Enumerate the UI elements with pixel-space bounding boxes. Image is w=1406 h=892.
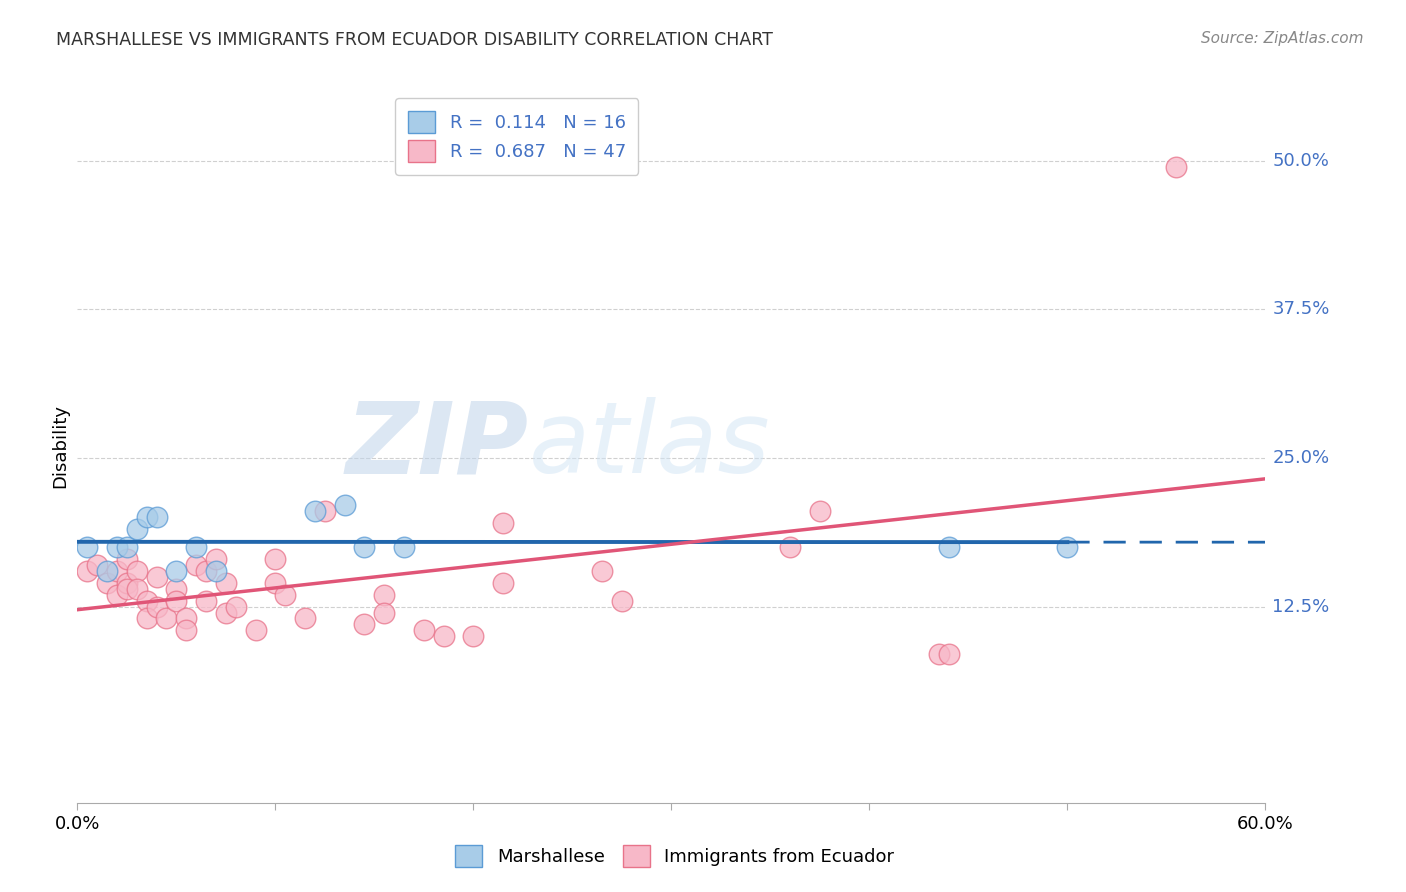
Point xyxy=(353,540,375,554)
Point xyxy=(145,599,167,614)
Point xyxy=(96,575,118,590)
Point xyxy=(76,564,98,578)
Point xyxy=(115,552,138,566)
Point xyxy=(1056,540,1078,554)
Point xyxy=(195,593,218,607)
Point xyxy=(264,552,287,566)
Point xyxy=(115,575,138,590)
Point xyxy=(174,611,197,625)
Point xyxy=(392,540,415,554)
Point xyxy=(195,564,218,578)
Point xyxy=(373,606,395,620)
Point xyxy=(135,593,157,607)
Point xyxy=(492,516,515,531)
Point xyxy=(314,504,336,518)
Point xyxy=(135,510,157,524)
Point xyxy=(294,611,316,625)
Legend: Marshallese, Immigrants from Ecuador: Marshallese, Immigrants from Ecuador xyxy=(449,838,901,874)
Point xyxy=(205,564,228,578)
Point xyxy=(105,564,128,578)
Point xyxy=(105,588,128,602)
Point xyxy=(928,647,950,661)
Point xyxy=(105,540,128,554)
Point xyxy=(186,540,208,554)
Point xyxy=(145,510,167,524)
Point xyxy=(938,540,960,554)
Point xyxy=(165,593,187,607)
Point xyxy=(412,624,434,638)
Text: 25.0%: 25.0% xyxy=(1272,449,1330,467)
Point xyxy=(373,588,395,602)
Text: Source: ZipAtlas.com: Source: ZipAtlas.com xyxy=(1201,31,1364,46)
Point xyxy=(165,564,187,578)
Text: 12.5%: 12.5% xyxy=(1272,598,1330,615)
Point xyxy=(591,564,613,578)
Point xyxy=(76,540,98,554)
Point xyxy=(492,575,515,590)
Point xyxy=(174,624,197,638)
Point xyxy=(125,564,148,578)
Point xyxy=(274,588,297,602)
Point xyxy=(333,499,356,513)
Text: MARSHALLESE VS IMMIGRANTS FROM ECUADOR DISABILITY CORRELATION CHART: MARSHALLESE VS IMMIGRANTS FROM ECUADOR D… xyxy=(56,31,773,49)
Point xyxy=(1166,160,1188,174)
Point xyxy=(215,575,238,590)
Y-axis label: Disability: Disability xyxy=(51,404,69,488)
Point xyxy=(186,558,208,572)
Legend: R =  0.114   N = 16, R =  0.687   N = 47: R = 0.114 N = 16, R = 0.687 N = 47 xyxy=(395,98,638,175)
Point xyxy=(125,582,148,596)
Text: 50.0%: 50.0% xyxy=(1272,152,1329,169)
Point xyxy=(96,564,118,578)
Point xyxy=(86,558,108,572)
Point xyxy=(225,599,247,614)
Point xyxy=(304,504,326,518)
Point xyxy=(135,611,157,625)
Point xyxy=(353,617,375,632)
Point xyxy=(433,629,456,643)
Point xyxy=(115,540,138,554)
Point xyxy=(610,593,633,607)
Point xyxy=(938,647,960,661)
Point xyxy=(245,624,267,638)
Text: 37.5%: 37.5% xyxy=(1272,301,1330,318)
Point xyxy=(125,522,148,536)
Point xyxy=(205,552,228,566)
Point xyxy=(264,575,287,590)
Point xyxy=(115,582,138,596)
Point xyxy=(155,611,177,625)
Point xyxy=(808,504,831,518)
Point xyxy=(145,570,167,584)
Text: atlas: atlas xyxy=(529,398,770,494)
Point xyxy=(165,582,187,596)
Point xyxy=(779,540,801,554)
Point xyxy=(215,606,238,620)
Text: ZIP: ZIP xyxy=(346,398,529,494)
Point xyxy=(463,629,485,643)
